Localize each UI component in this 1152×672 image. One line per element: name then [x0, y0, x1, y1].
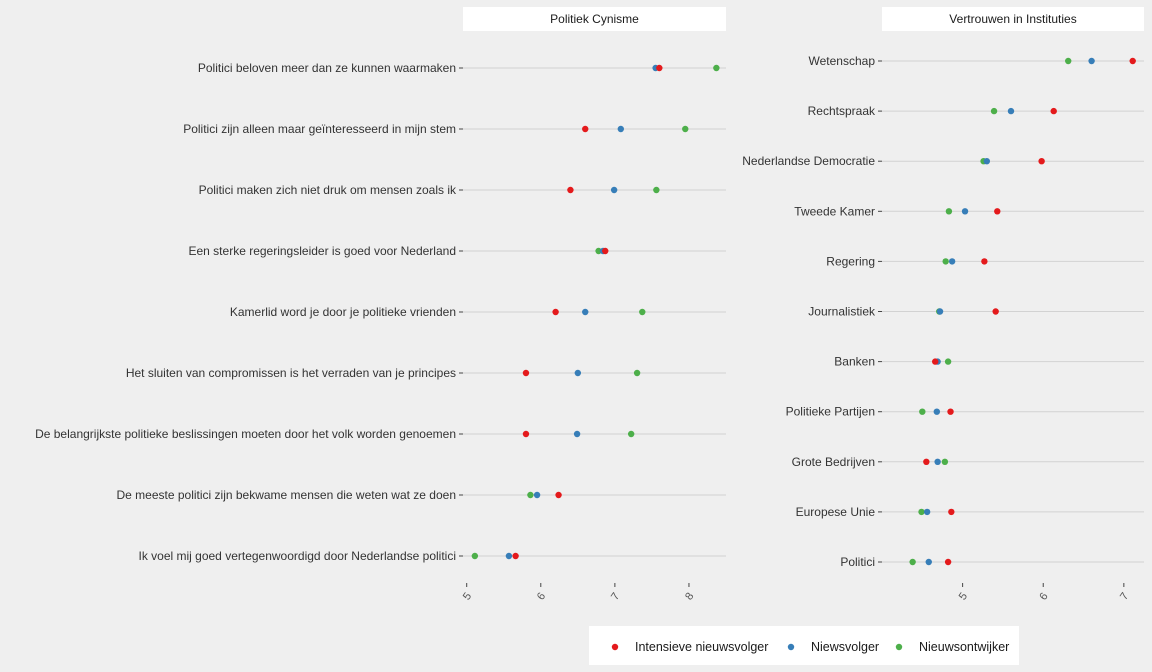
point	[909, 558, 916, 566]
point	[567, 186, 574, 194]
category-label: Banken	[834, 355, 875, 369]
point	[923, 508, 931, 516]
point	[633, 369, 641, 377]
point	[983, 158, 990, 165]
category-label: Ik voel mij goed vertegenwoordigd door N…	[138, 549, 456, 563]
point	[1007, 107, 1015, 115]
point	[941, 458, 949, 465]
category-label: Politici	[840, 555, 875, 569]
point	[555, 491, 562, 499]
point	[533, 491, 541, 499]
legend-label: Intensieve nieuwsvolger	[635, 640, 768, 654]
point	[919, 408, 926, 415]
facet-strip	[463, 7, 726, 31]
category-label: Tweede Kamer	[794, 204, 875, 218]
point	[994, 208, 1001, 215]
point	[936, 308, 944, 315]
facet-title: Vertrouwen in Instituties	[949, 12, 1076, 26]
category-label: Het sluiten van compromissen is het verr…	[126, 366, 456, 380]
category-label: Grote Bedrijven	[792, 455, 875, 469]
point	[522, 369, 530, 377]
legend-label: Niewsvolger	[811, 640, 879, 654]
point	[582, 308, 589, 316]
category-label: Politici beloven meer dan ze kunnen waar…	[198, 61, 456, 75]
point	[942, 258, 949, 265]
legend: Intensieve nieuwsvolger Niewsvolger Nieuws…	[589, 626, 1019, 665]
legend-key	[787, 643, 795, 651]
point	[610, 186, 618, 194]
point	[934, 458, 941, 465]
point	[947, 408, 954, 415]
point	[573, 430, 581, 438]
x-tick-label: 6	[1037, 591, 1050, 603]
legend-label: Nieuwsontwijker	[919, 640, 1009, 654]
facets: Politiek Cynisme Politici beloven meer da…	[35, 7, 1144, 603]
point	[1065, 57, 1072, 65]
category-label: Regering	[826, 254, 875, 268]
point	[932, 358, 939, 365]
point	[552, 308, 559, 316]
point	[653, 186, 660, 194]
point	[522, 430, 530, 438]
legend-key	[895, 643, 903, 651]
point	[574, 369, 582, 377]
category-label: Journalistiek	[808, 305, 876, 319]
point	[944, 358, 952, 365]
category-label: Politieke Partijen	[786, 405, 875, 419]
point	[656, 64, 663, 72]
point	[682, 125, 689, 133]
category-label: De belangrijkste politieke beslissingen …	[35, 427, 456, 441]
point	[595, 247, 602, 255]
point	[948, 508, 955, 516]
point	[918, 508, 925, 516]
facet-1: Politiek Cynisme Politici beloven meer da…	[35, 7, 726, 603]
legend-key	[611, 643, 619, 651]
point	[512, 552, 519, 560]
point	[990, 107, 998, 115]
point	[1050, 107, 1057, 115]
point	[923, 458, 930, 465]
point	[1038, 158, 1045, 165]
point	[948, 258, 956, 265]
category-label: Europese Unie	[796, 505, 876, 519]
category-label: Nederlandse Democratie	[742, 154, 875, 168]
point	[627, 430, 635, 438]
category-label: Rechtspraak	[808, 104, 876, 118]
category-label: Politici zijn alleen maar geïnteresseerd…	[183, 122, 456, 136]
point	[933, 408, 941, 415]
point	[925, 558, 932, 566]
facet-2: Vertrouwen in Instituties Wetenschap Recht…	[742, 7, 1144, 603]
point	[602, 247, 609, 255]
x-tick-label: 6	[535, 591, 548, 603]
x-tick-label: 7	[609, 591, 622, 603]
x-tick-label: 8	[683, 591, 696, 603]
point	[582, 125, 589, 133]
point	[1129, 57, 1136, 65]
legend-background	[589, 626, 1019, 665]
point	[1088, 57, 1095, 65]
category-label: De meeste politici zijn bekwame mensen d…	[116, 488, 456, 502]
point	[505, 552, 513, 560]
category-label: Wetenschap	[809, 54, 876, 68]
point	[527, 491, 534, 499]
category-label: Kamerlid word je door je politieke vrien…	[230, 305, 456, 319]
point	[992, 308, 999, 315]
x-tick-label: 5	[957, 591, 970, 603]
x-tick-label: 7	[1118, 591, 1131, 603]
x-tick-label: 5	[461, 591, 474, 603]
point	[713, 64, 720, 72]
point	[471, 552, 479, 560]
category-label: Politici maken zich niet druk om mensen …	[199, 183, 457, 197]
point	[639, 308, 646, 316]
point	[944, 558, 952, 566]
point	[961, 208, 969, 215]
point	[945, 208, 953, 215]
point	[617, 125, 624, 133]
point	[981, 258, 988, 265]
facet-strip	[882, 7, 1144, 31]
category-label: Een sterke regeringsleider is goed voor …	[189, 244, 457, 258]
facet-title: Politiek Cynisme	[550, 12, 639, 26]
